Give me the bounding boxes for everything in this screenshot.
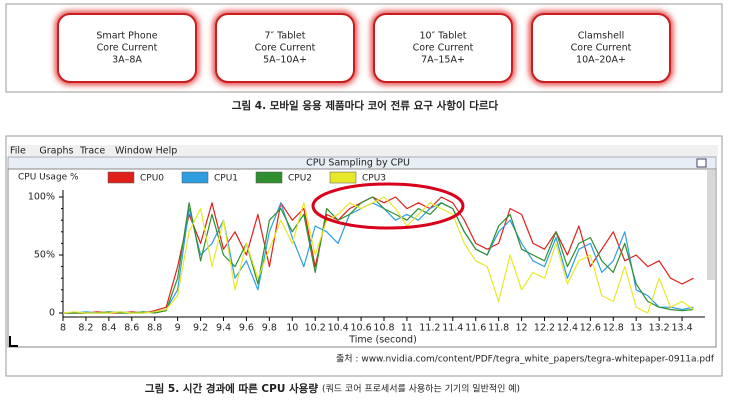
box-text: Smart Phone [96,31,157,42]
x-tick-label: 12 [516,323,528,334]
x-tick-label: 10 [286,323,298,334]
menu-item[interactable]: Trace [79,146,105,157]
window-title: CPU Sampling by CPU [306,158,410,169]
legend-label: CPU1 [214,174,238,184]
x-tick-label: 8.2 [78,323,93,334]
x-tick-label: 11.8 [488,323,509,334]
x-tick-label: 13.2 [649,323,670,334]
x-tick-label: 8.4 [101,323,116,334]
x-tick-label: 9.8 [262,323,277,334]
y-tick-label: 100% [28,192,55,203]
box-text: Core Current [571,43,632,54]
box-text: 5A–10A+ [263,55,307,66]
caption: 그림 5. 시간 경과에 따른 CPU 사용량 [145,382,318,395]
source: 출처 : www.nvidia.com/content/PDF/tegra_wh… [336,353,715,365]
x-tick-label: 11.6 [465,323,486,334]
y-tick-label: 50% [34,250,55,261]
x-tick-label: 8.6 [124,323,139,334]
x-tick-label: 9.2 [193,323,208,334]
menu-item[interactable]: Help [156,146,178,157]
x-tick-label: 10.2 [305,323,326,334]
box-text: 7″ Tablet [265,31,306,42]
menu-bar [8,145,718,157]
x-tick-label: 11.2 [419,323,440,334]
box-text: Core Current [413,43,474,54]
x-tick-label: 8 [60,323,66,334]
corner-mark [9,336,18,347]
box-text: 7A–15A+ [421,55,465,66]
minimize-button[interactable] [696,158,707,168]
x-tick-label: 13.4 [671,323,692,334]
box-text: 3A–8A [112,55,142,66]
x-tick-label: 12.8 [603,323,624,334]
legend-label: CPU0 [140,174,164,184]
box [57,13,197,83]
cpu-line [63,196,694,314]
highlight-ellipse [311,182,465,230]
scrollbar[interactable] [707,170,715,280]
menu: File Graphs Trace Window Help [10,146,177,157]
legend-swatch [255,171,283,184]
box [531,13,671,83]
legend-swatch [329,171,357,184]
x-tick-label: 10.6 [350,323,371,334]
box-text: 10A–20A+ [576,55,626,66]
x-tick-label: 10.8 [373,323,394,334]
x-tick-label: 8.8 [147,323,162,334]
box-text: Clamshell [578,31,624,42]
x-tick-label: 12.2 [534,323,555,334]
menu-item[interactable]: Window [115,146,153,157]
box-text: Core Current [97,43,158,54]
x-tick-label: 9 [175,323,181,334]
legend-title: CPU Usage % [18,173,79,183]
chart-window [7,168,717,348]
x-tick-label: 13 [630,323,642,334]
legend-label: CPU3 [362,174,386,184]
menu-item[interactable]: File [10,146,26,157]
legend-swatch [181,171,209,184]
menu-item[interactable]: Graphs [39,146,73,157]
x-axis-label: Time (second) [348,335,417,346]
box [215,13,355,83]
x-tick-label: 9.6 [239,323,254,334]
plot: CPU0 CPU1 CPU2 CPU3 0 50% 100% 8 8.2 8.4 8.6 8.8 9 9.… [28,171,705,334]
x-tick-label: 12.4 [557,323,578,334]
box [373,13,513,83]
x-tick-label: 10.4 [328,323,349,334]
legend-swatch [107,171,135,184]
x-tick-label: 11 [401,323,413,334]
x-tick-label: 11.4 [442,323,463,334]
caption-note: (쿼드 코어 프로세서를 사용하는 기기의 일반적인 예) [322,383,520,395]
legend-label: CPU2 [288,174,312,184]
box-text: Core Current [255,43,316,54]
caption: 그림 4. 모바일 응용 제품마다 코어 전류 요구 사항이 다르다 [232,99,499,112]
y-tick-label: 0 [49,308,55,319]
box-text: 10″ Tablet [420,31,467,42]
cpu-line [62,196,694,314]
x-tick-label: 12.6 [580,323,601,334]
x-tick-label: 9.4 [216,323,231,334]
